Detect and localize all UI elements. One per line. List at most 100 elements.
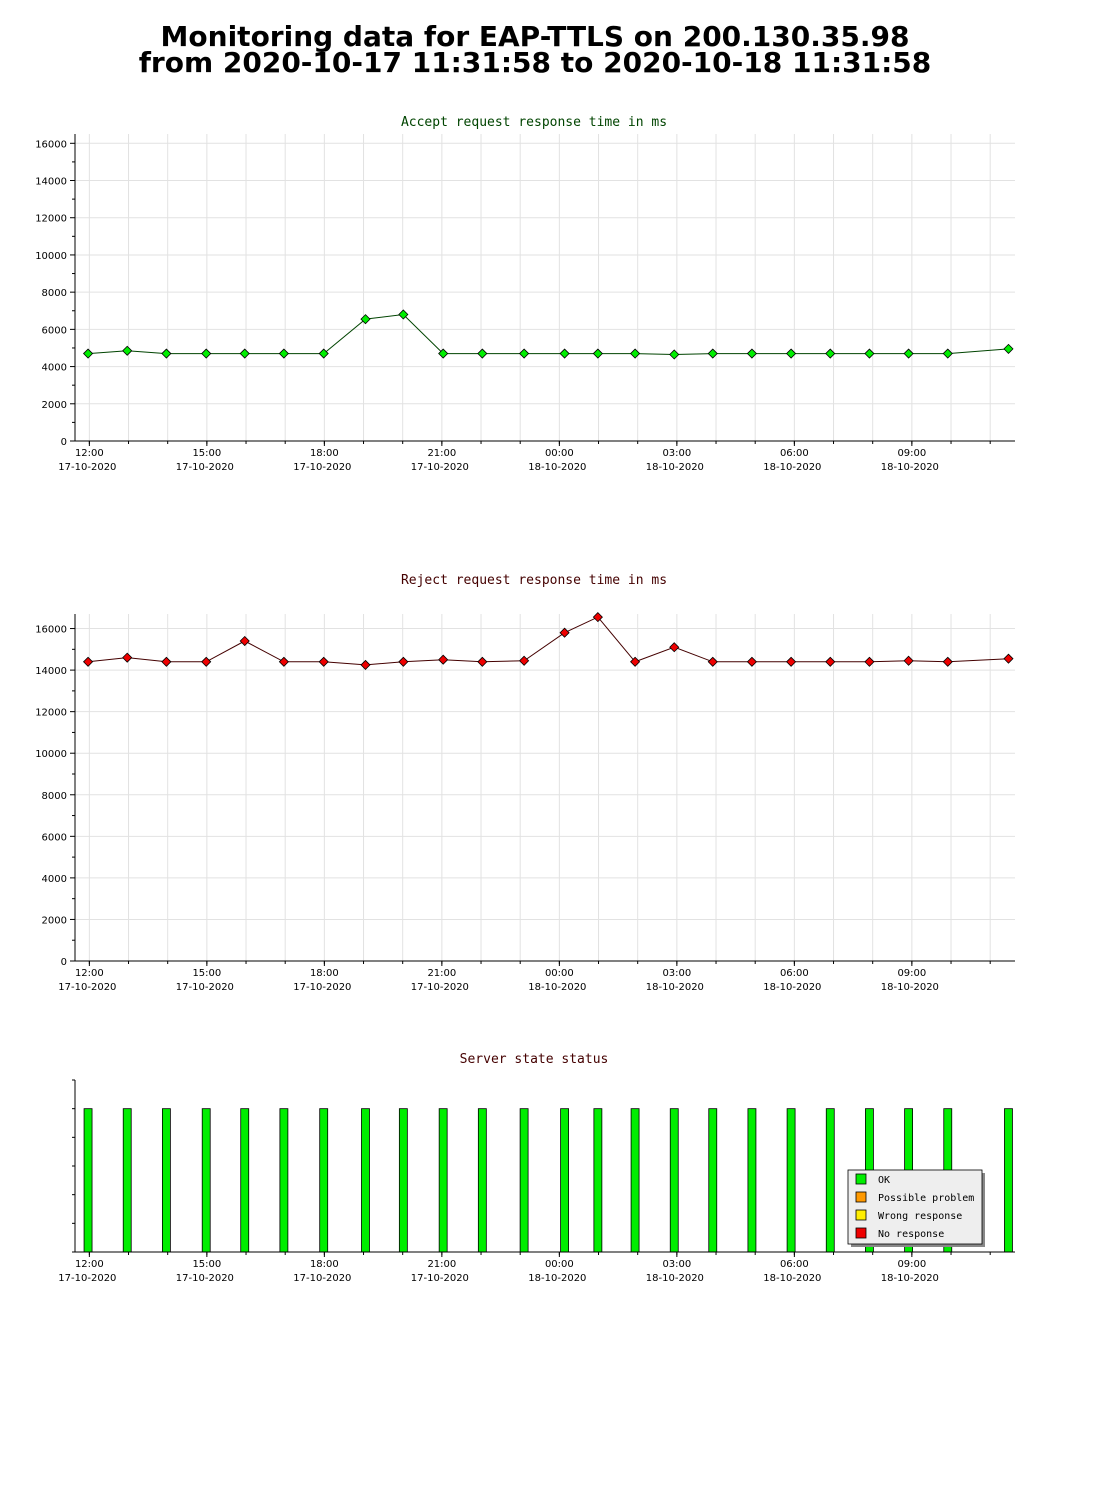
- legend-box: [847, 1169, 983, 1245]
- status-bar: [747, 1108, 757, 1253]
- data-point: [438, 654, 449, 665]
- data-point: [122, 345, 133, 356]
- status-bar: [519, 1108, 529, 1253]
- y-tick-label: 10000: [35, 251, 67, 262]
- y-tick-label: 14000: [35, 666, 67, 677]
- x-tick-label-time: 06:00: [780, 1259, 809, 1270]
- data-point: [630, 348, 641, 359]
- status-bar: [669, 1108, 679, 1253]
- x-tick-label-date: 18-10-2020: [528, 1273, 586, 1284]
- x-tick-label-date: 17-10-2020: [411, 1273, 469, 1284]
- data-point: [746, 348, 757, 359]
- y-tick-label: 2000: [42, 915, 67, 926]
- data-point: [786, 348, 797, 359]
- data-point: [1003, 653, 1014, 664]
- x-tick-label-date: 18-10-2020: [528, 982, 586, 993]
- data-point: [438, 348, 449, 359]
- data-point: [1003, 343, 1014, 354]
- status-bar: [361, 1108, 370, 1253]
- chart-title: Reject request response time in ms: [401, 573, 667, 588]
- data-point: [278, 348, 289, 359]
- page-title-line-1: Monitoring data for EAP-TTLS on 200.130.…: [160, 20, 910, 53]
- data-point: [559, 627, 570, 638]
- data-point: [318, 348, 329, 359]
- reject-chart: Reject request response time in ms 0 2000 4…: [35, 573, 1015, 993]
- x-tick-label-time: 00:00: [545, 448, 574, 459]
- x-tick-label-time: 12:00: [75, 968, 104, 979]
- data-point: [122, 652, 133, 663]
- legend-label: No response: [878, 1229, 944, 1240]
- status-bar: [83, 1108, 93, 1253]
- x-tick-label-time: 00:00: [545, 968, 574, 979]
- x-tick-label-date: 18-10-2020: [763, 1273, 821, 1284]
- data-point: [278, 656, 289, 667]
- y-tick-label: 2000: [42, 400, 67, 411]
- status-bar: [240, 1108, 250, 1253]
- x-tick-label-date: 17-10-2020: [176, 982, 234, 993]
- data-point: [669, 349, 680, 360]
- x-tick-label-date: 17-10-2020: [58, 462, 116, 473]
- status-bar: [560, 1108, 569, 1253]
- data-point: [707, 348, 718, 359]
- data-point: [398, 656, 409, 667]
- legend-swatch: [855, 1227, 867, 1239]
- x-tick-label-date: 18-10-2020: [646, 1273, 704, 1284]
- x-tick-label-time: 21:00: [427, 448, 456, 459]
- x-tick-label-date: 18-10-2020: [646, 982, 704, 993]
- data-point: [360, 314, 371, 325]
- legend-swatch: [855, 1209, 867, 1221]
- x-tick-label-time: 03:00: [662, 1259, 691, 1270]
- x-tick-label-time: 18:00: [310, 1259, 339, 1270]
- data-point: [161, 656, 172, 667]
- data-point: [82, 656, 94, 667]
- x-tick-label-time: 21:00: [427, 968, 456, 979]
- x-tick-label-time: 12:00: [75, 1259, 104, 1270]
- series-line: [88, 313, 1009, 356]
- data-point: [519, 655, 530, 666]
- x-tick-label-date: 18-10-2020: [646, 462, 704, 473]
- status-bar: [438, 1108, 448, 1253]
- x-tick-label-date: 17-10-2020: [176, 462, 234, 473]
- x-tick-label-time: 00:00: [545, 1259, 574, 1270]
- x-tick-label-time: 15:00: [192, 968, 221, 979]
- x-tick-label-date: 17-10-2020: [293, 1273, 351, 1284]
- status-bar: [122, 1108, 132, 1253]
- x-tick-label-date: 17-10-2020: [58, 1273, 116, 1284]
- data-point: [477, 348, 488, 359]
- legend: OK Possible problem Wrong response No respo…: [847, 1169, 985, 1247]
- x-tick-label-time: 06:00: [780, 968, 809, 979]
- legend-label: Possible problem: [878, 1193, 974, 1204]
- y-tick-label: 16000: [35, 625, 67, 636]
- data-point: [592, 612, 603, 623]
- data-point: [239, 348, 250, 359]
- y-tick-label: 8000: [42, 791, 67, 802]
- accept-chart: Accept request response time in ms 0 2000 4…: [35, 115, 1015, 473]
- legend-swatch: [855, 1173, 867, 1185]
- series-line: [88, 616, 1009, 666]
- y-tick-label: 10000: [35, 749, 67, 760]
- data-point: [825, 656, 836, 667]
- data-point: [519, 348, 530, 359]
- status-bar: [477, 1108, 487, 1253]
- x-tick-label-date: 17-10-2020: [293, 982, 351, 993]
- status-bar: [825, 1108, 835, 1253]
- x-tick-label-time: 15:00: [192, 448, 221, 459]
- data-point: [559, 348, 570, 359]
- data-point: [864, 656, 875, 667]
- legend-label: OK: [878, 1175, 890, 1186]
- x-tick-label-time: 18:00: [310, 968, 339, 979]
- data-point: [201, 348, 212, 359]
- data-point: [201, 656, 212, 667]
- data-point: [360, 659, 371, 670]
- status-bar: [786, 1108, 796, 1253]
- x-tick-label-date: 17-10-2020: [411, 982, 469, 993]
- x-tick-label-date: 18-10-2020: [881, 982, 939, 993]
- y-tick-label: 6000: [42, 832, 67, 843]
- page-title: Monitoring data for EAP-TTLS on 200.130.…: [0, 20, 1070, 77]
- status-bar: [1004, 1108, 1013, 1253]
- chart-title: Accept request response time in ms: [401, 115, 667, 130]
- status-bar: [319, 1108, 329, 1253]
- data-point: [630, 656, 641, 667]
- chart-title: Server state status: [460, 1052, 609, 1067]
- data-point: [825, 348, 836, 359]
